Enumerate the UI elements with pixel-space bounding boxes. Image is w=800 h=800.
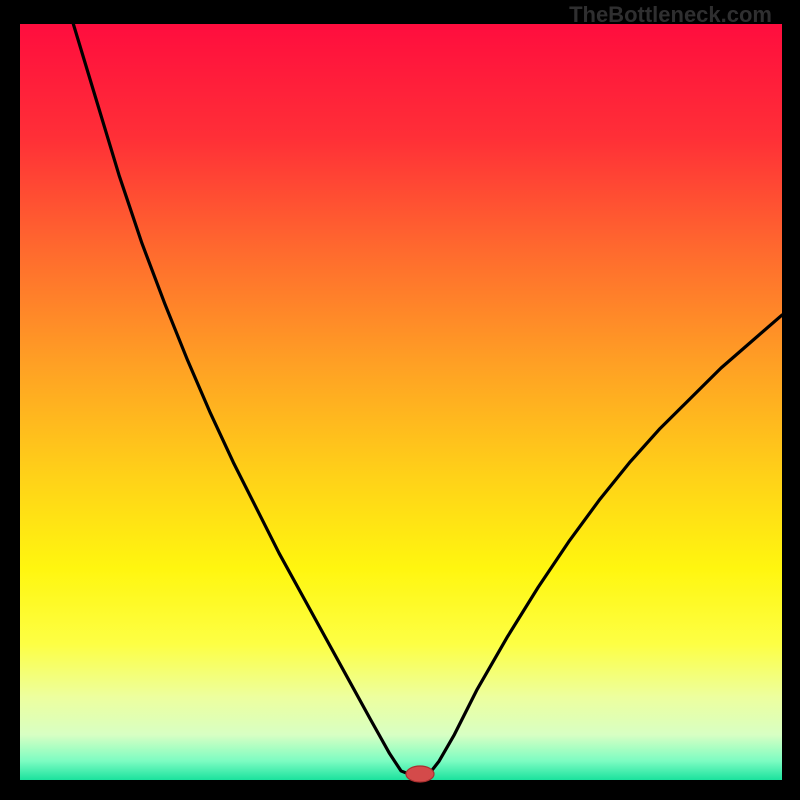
bottleneck-curve — [20, 24, 782, 780]
outer-frame: TheBottleneck.com — [0, 0, 800, 800]
plot-area — [20, 24, 782, 780]
optimal-point-marker-icon — [404, 764, 436, 784]
watermark-text: TheBottleneck.com — [569, 2, 772, 28]
optimal-point-marker — [404, 764, 436, 784]
